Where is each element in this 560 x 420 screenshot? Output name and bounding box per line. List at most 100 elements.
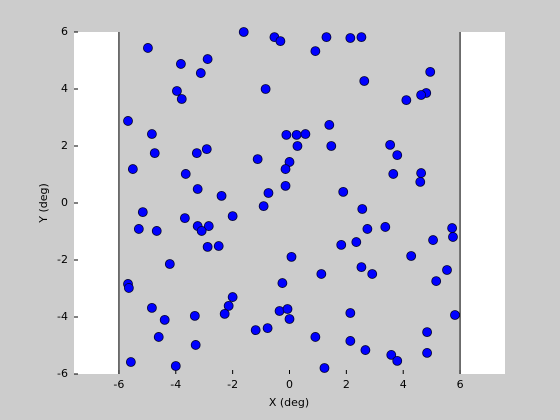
scatter-point [386, 350, 397, 360]
scatter-point [146, 129, 157, 139]
scatter-point [326, 141, 337, 151]
scatter-point [260, 84, 271, 94]
scatter-point [388, 169, 399, 179]
x-tick-label: 6 [457, 378, 464, 391]
scatter-point [127, 164, 138, 174]
x-tick-label: 0 [286, 378, 293, 391]
scatter-point [447, 223, 458, 233]
y-tick-label: 6 [61, 25, 68, 38]
scatter-point [192, 184, 203, 194]
scatter-point [202, 54, 213, 64]
scatter-point [137, 207, 148, 218]
y-tick-label: 4 [61, 82, 68, 95]
x-axis-label: X (deg) [269, 396, 309, 409]
scatter-point [360, 345, 371, 355]
scatter-point [292, 141, 303, 151]
scatter-point [442, 265, 452, 275]
scatter-point [291, 129, 302, 140]
scatter-point [250, 325, 261, 336]
scatter-point [338, 186, 349, 197]
scatter-point [175, 59, 186, 69]
scatter-point [252, 154, 263, 165]
scatter-point [143, 43, 153, 53]
scatter-point [159, 314, 170, 325]
scatter-point [123, 116, 133, 126]
scatter-point [189, 310, 200, 321]
scatter-point [164, 259, 175, 269]
scatter-point [324, 120, 335, 130]
scatter-point [351, 237, 362, 247]
y-tick-label: 0 [61, 196, 68, 209]
scatter-point [310, 46, 321, 56]
scatter-point [123, 283, 134, 293]
scatter-point [258, 201, 269, 212]
scatter-point [425, 67, 436, 77]
scatter-point [428, 235, 438, 245]
scatter-point [356, 262, 367, 273]
scatter-point [219, 308, 230, 319]
scatter-point [450, 310, 460, 320]
scatter-point [227, 211, 238, 222]
scatter-point [321, 32, 332, 43]
scatter-point [284, 314, 295, 324]
scatter-point [179, 213, 190, 224]
scatter-point [125, 357, 136, 367]
scatter-point [196, 226, 207, 236]
x-tick-label: -4 [170, 378, 181, 391]
scatter-point [406, 251, 417, 261]
scatter-point [300, 129, 311, 139]
scatter-point [170, 361, 181, 371]
scatter-point [176, 94, 187, 104]
scatter-point [401, 95, 412, 106]
y-axis-label: Y (deg) [37, 183, 50, 224]
scatter-point [274, 306, 285, 316]
x-tick-label: -6 [113, 378, 124, 391]
y-tick-label: -6 [57, 367, 68, 380]
scatter-point [281, 129, 292, 140]
scatter-point [345, 336, 356, 346]
scatter-point [203, 221, 214, 231]
scatter-point [146, 302, 157, 313]
scatter-point [385, 139, 396, 150]
scatter-point [151, 226, 162, 236]
scatter-point [431, 276, 442, 286]
y-tick-label: -4 [57, 310, 68, 323]
scatter-point [356, 32, 367, 43]
scatter-point [362, 224, 373, 234]
scatter-point [367, 269, 378, 279]
scatter-point [277, 278, 288, 288]
x-tick-label: -2 [227, 378, 238, 391]
scatter-point [357, 204, 368, 214]
scatter-point [201, 144, 212, 155]
y-tick-label: 2 [61, 139, 68, 152]
scatter-point [202, 241, 213, 252]
scatter-point [336, 239, 347, 250]
scatter-point [345, 33, 356, 43]
scatter-point [149, 148, 160, 159]
scatter-point [415, 177, 426, 187]
scatter-point [275, 36, 286, 47]
scatter-point [280, 180, 291, 191]
scatter-point [263, 188, 274, 198]
scatter-point [191, 148, 202, 159]
scatter-point [310, 332, 321, 342]
scatter-point [195, 68, 206, 78]
scatter-point [223, 300, 234, 311]
scatter-point [282, 304, 293, 314]
scatter-point [213, 241, 224, 251]
scatter-point [316, 269, 327, 279]
scatter-point [422, 348, 433, 358]
scatter-point [380, 222, 391, 232]
scatter-point [359, 76, 370, 86]
scatter-point [153, 332, 164, 342]
scatter-point [416, 168, 427, 178]
scatter-point [422, 327, 433, 338]
scatter-point [448, 232, 458, 242]
scatter-point [286, 251, 297, 262]
x-tick-label: 2 [343, 378, 350, 391]
scatter-point [190, 340, 201, 350]
scatter-point [319, 363, 330, 373]
scatter-point [392, 150, 403, 161]
scatter-point [280, 164, 291, 174]
